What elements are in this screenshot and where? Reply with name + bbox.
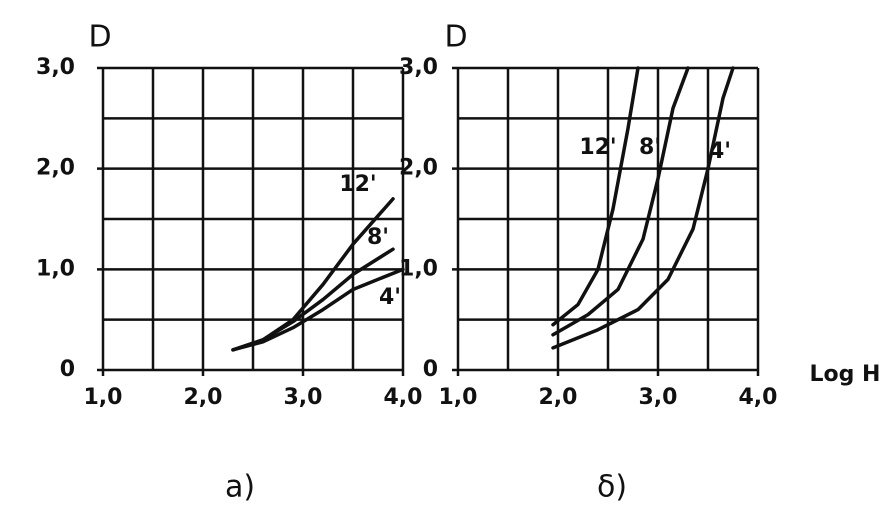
line-series (231, 197, 395, 352)
series-label: 12' (579, 135, 616, 160)
y-tick-label: 0 (60, 357, 75, 382)
series-label: 8' (639, 135, 661, 160)
line-series (551, 66, 690, 337)
caption: δ) (597, 470, 627, 505)
line-series (231, 267, 405, 352)
y-tick-label: 0 (423, 357, 438, 382)
x-tick-label: 1,0 (439, 385, 478, 410)
y-tick-label: 2,0 (36, 156, 75, 181)
y-axis-label: D (88, 20, 111, 55)
series-label: 4' (379, 285, 401, 310)
y-tick-label: 1,0 (399, 256, 438, 281)
y-tick-label: 2,0 (399, 156, 438, 181)
y-axis-label: D (444, 20, 467, 55)
x-axis-label: Log H (810, 362, 881, 387)
y-tick-label: 1,0 (36, 256, 75, 281)
x-tick-label: 3,0 (639, 385, 678, 410)
x-tick-label: 4,0 (739, 385, 778, 410)
series-label: 12' (339, 172, 376, 197)
line-series (551, 66, 640, 327)
line-series (551, 66, 735, 350)
x-tick-label: 2,0 (539, 385, 578, 410)
x-tick-label: 4,0 (384, 385, 423, 410)
caption: a) (225, 470, 255, 505)
x-tick-label: 3,0 (284, 385, 323, 410)
series-label: 8' (367, 225, 389, 250)
y-tick-label: 3,0 (399, 55, 438, 80)
line-series (231, 247, 395, 352)
y-tick-label: 3,0 (36, 55, 75, 80)
x-tick-label: 2,0 (184, 385, 223, 410)
x-tick-label: 1,0 (84, 385, 123, 410)
series-label: 4' (709, 139, 731, 164)
